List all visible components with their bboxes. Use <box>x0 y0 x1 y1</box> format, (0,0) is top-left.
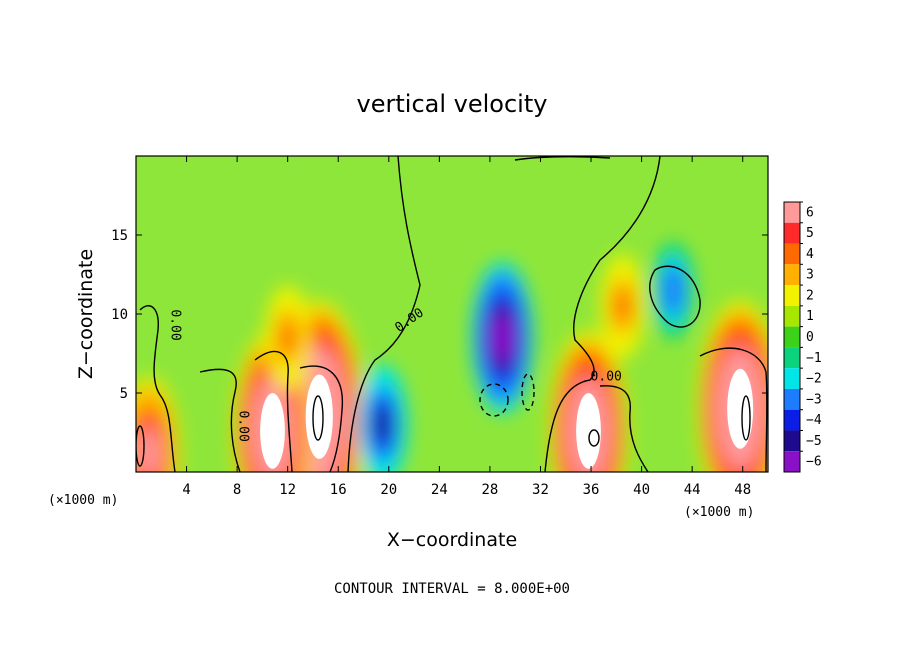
zero-contour-right-blob <box>649 265 701 328</box>
colorbar-label: 1 <box>806 309 814 324</box>
x-tick-label: 44 <box>684 482 701 498</box>
colorbar-swatch <box>784 305 800 327</box>
chart-title: vertical velocity <box>357 90 548 118</box>
x-axis-ticks: 4 8 12 16 20 24 28 32 36 40 44 48 <box>182 156 751 498</box>
contour-updraft-core <box>136 425 145 467</box>
colorbar-label: −4 <box>806 413 822 428</box>
zero-contour-left <box>139 305 176 472</box>
plot-area: 0.000.000.000.00 4 8 12 16 20 24 28 32 36 40 44 48 … <box>111 155 769 498</box>
colorbar-swatch <box>784 388 800 410</box>
y-tick-label: 15 <box>111 228 128 244</box>
zero-contour-right-2 <box>599 385 649 472</box>
x-tick-label: 24 <box>431 482 448 498</box>
velocity-field <box>136 242 768 472</box>
velocity-cores <box>260 368 754 469</box>
x-tick-label: 20 <box>380 482 397 498</box>
colorbar-label: 4 <box>806 247 814 262</box>
x-tick-label: 28 <box>481 482 498 498</box>
colorbar: 6 5 4 3 2 1 0 −1 −2 −3 −4 −5 −6 <box>783 201 822 473</box>
x-tick-label: 36 <box>583 482 600 498</box>
updraft-core <box>727 368 754 449</box>
contour-updraft-core <box>312 395 324 441</box>
colorbar-swatch <box>784 430 800 452</box>
x-tick-label: 8 <box>233 482 241 498</box>
y-tick-label: 10 <box>111 307 128 323</box>
colorbar-swatch <box>784 326 800 348</box>
colorbar-swatch <box>784 202 800 223</box>
x-tick-label: 32 <box>532 482 549 498</box>
colorbar-label: 5 <box>806 226 814 241</box>
zero-contour-updraft-1 <box>299 365 344 472</box>
zero-contour-right-3 <box>699 347 768 472</box>
updraft-core <box>260 393 285 469</box>
zero-contours <box>136 156 768 472</box>
y-axis-label: Z−coordinate <box>75 249 97 379</box>
contour-downdraft-core <box>479 383 509 417</box>
colorbar-swatch <box>784 368 800 389</box>
updraft-band <box>614 288 632 324</box>
colorbar-label: 0 <box>806 330 814 345</box>
x-unit-right: (×1000 m) <box>684 505 754 520</box>
contour-label: 0.00 <box>591 369 622 384</box>
zero-contour-updraft-2 <box>254 350 293 472</box>
x-tick-label: 12 <box>279 482 296 498</box>
downdraft-band <box>494 321 511 354</box>
downdraft-band <box>374 407 391 442</box>
colorbar-label: −2 <box>806 372 822 387</box>
x-unit-left: (×1000 m) <box>48 493 118 508</box>
contour-downdraft-core <box>521 373 535 411</box>
colorbar-swatch <box>784 451 800 472</box>
colorbar-label: −3 <box>806 392 822 407</box>
colorbar-label: 3 <box>806 268 814 283</box>
colorbar-swatch <box>784 409 800 431</box>
downdraft-band <box>664 273 682 307</box>
downdraft-region <box>357 364 408 472</box>
updraft-region <box>265 285 311 390</box>
colorbar-label: −5 <box>806 434 822 449</box>
downdraft-region <box>652 242 695 339</box>
x-tick-label: 40 <box>633 482 650 498</box>
colorbar-label: −1 <box>806 351 822 366</box>
updraft-region <box>600 254 646 359</box>
updraft-core <box>305 374 333 459</box>
y-tick-label: 5 <box>120 386 128 402</box>
contour-updraft-core <box>741 395 751 441</box>
updraft-band <box>140 437 157 470</box>
x-tick-label: 4 <box>182 482 190 498</box>
contour-interval-note: CONTOUR INTERVAL = 8.000E+00 <box>334 581 570 597</box>
downdraft-region <box>471 261 534 414</box>
updraft-band <box>279 320 297 356</box>
zero-contour-right <box>544 156 661 472</box>
y-axis-ticks: 5 10 15 <box>111 228 768 402</box>
contour-label: 0.00 <box>167 309 182 340</box>
x-tick-label: 48 <box>734 482 751 498</box>
colorbar-swatch <box>784 243 800 265</box>
contour-updraft-core <box>588 429 600 447</box>
colorbar-swatch <box>784 222 800 244</box>
zero-contour-top <box>514 156 611 161</box>
zero-contour-central <box>347 156 421 472</box>
colorbar-label: 6 <box>806 205 814 220</box>
colorbar-label: 2 <box>806 288 814 303</box>
colorbar-swatch <box>784 264 800 286</box>
x-tick-label: 16 <box>330 482 347 498</box>
colorbar-frame <box>783 201 801 473</box>
colorbar-swatch <box>784 347 800 369</box>
updraft-region <box>136 377 180 472</box>
colorbar-swatch <box>784 285 800 306</box>
x-axis-label: X−coordinate <box>387 529 517 551</box>
updraft-core <box>576 393 601 469</box>
contour-label: 0.00 <box>236 411 251 442</box>
zero-contour-left-2 <box>199 368 241 472</box>
colorbar-label: −6 <box>806 455 822 470</box>
